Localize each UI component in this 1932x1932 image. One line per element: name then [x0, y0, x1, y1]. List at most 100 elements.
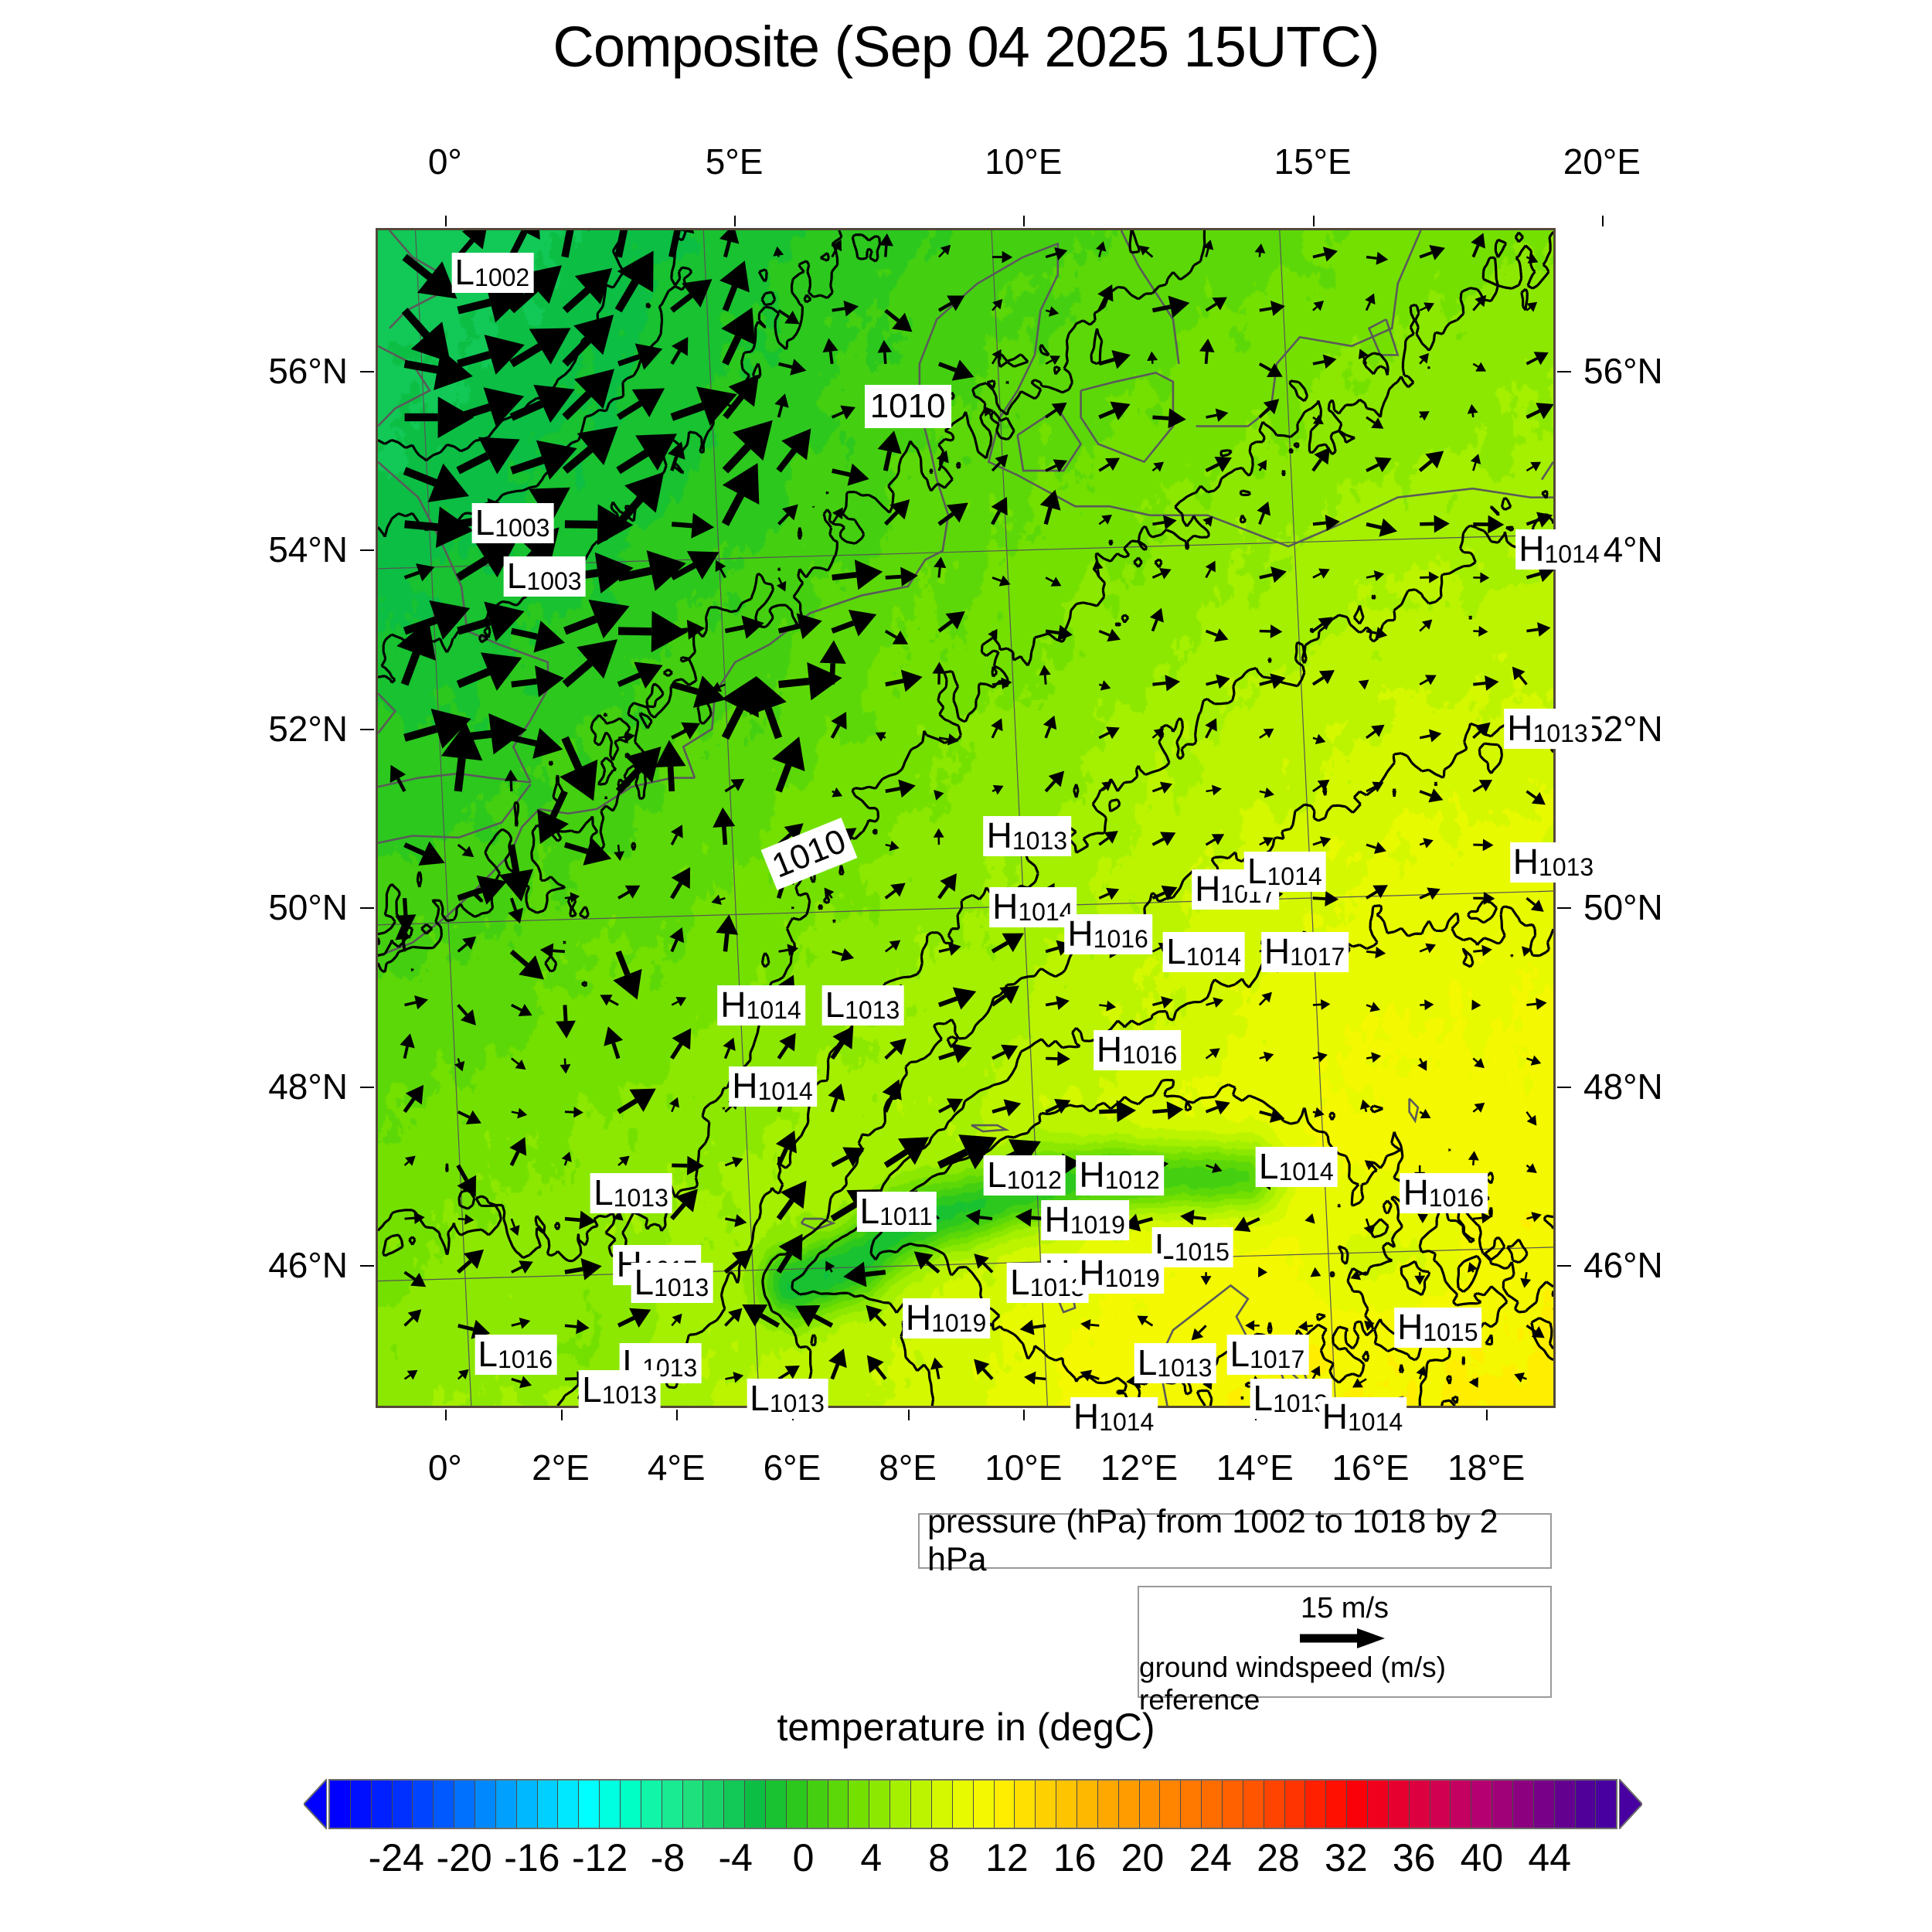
- colorbar-swatch: [1243, 1781, 1264, 1828]
- wind-arrow: [1200, 1272, 1212, 1286]
- wind-arrow: [1259, 837, 1274, 847]
- wind-arrow: [772, 736, 805, 793]
- axis-tick-label: 56°N: [1583, 351, 1663, 392]
- pressure-center-type: L: [582, 1369, 602, 1410]
- wind-arrow: [404, 1212, 425, 1225]
- wind-arrow: [725, 1214, 747, 1227]
- wind-arrow: [1080, 1369, 1100, 1382]
- wind-arrow: [866, 1355, 887, 1380]
- wind-arrow: [670, 1028, 692, 1060]
- wind-arrow: [560, 736, 598, 801]
- wind-arrow: [457, 936, 477, 953]
- wind-arrow: [1366, 251, 1389, 265]
- wind-arrow: [457, 335, 525, 375]
- wind-arrow: [1366, 842, 1386, 854]
- colorbar-swatch: [766, 1781, 787, 1828]
- wind-arrow: [1468, 1151, 1479, 1166]
- wind-arrow: [725, 1372, 744, 1383]
- colorbar-tick-label: 0: [792, 1836, 815, 1879]
- colorbar-swatch: [1077, 1781, 1098, 1828]
- axis-tick-label: 46°N: [1583, 1244, 1663, 1285]
- pressure-center-value: 1011: [879, 1202, 933, 1230]
- wind-arrow: [403, 563, 435, 582]
- wind-arrow: [564, 1319, 590, 1335]
- wind-arrow: [561, 1151, 572, 1166]
- wind-arrow: [1419, 619, 1433, 632]
- wind-arrow: [1471, 999, 1481, 1011]
- wind-arrow: [1019, 1319, 1046, 1335]
- wind-arrow: [1180, 1209, 1206, 1226]
- wind-arrow: [913, 1251, 940, 1274]
- wind-arrow: [992, 1044, 1019, 1060]
- colorbar-swatch: [745, 1781, 767, 1828]
- coastline-path: [378, 783, 532, 845]
- pressure-high-label: H1016: [1064, 913, 1152, 954]
- pressure-center-type: L: [859, 1190, 880, 1231]
- wind-arrow: [1473, 1212, 1492, 1224]
- wind-arrow: [672, 619, 706, 640]
- pressure-center-type: L: [1166, 931, 1186, 972]
- weather-map[interactable]: [376, 228, 1556, 1408]
- pressure-center-type: L: [634, 1262, 655, 1303]
- wind-arrow: [456, 652, 522, 691]
- colorbar-swatch: [890, 1781, 912, 1828]
- wind-arrow: [1137, 1315, 1154, 1327]
- pressure-center-type: L: [506, 556, 527, 597]
- wind-arrow: [742, 1304, 781, 1328]
- wind-arrow: [830, 712, 847, 739]
- wind-arrow: [1311, 617, 1333, 633]
- wind-arrow: [819, 640, 846, 685]
- wind-arrow: [930, 1357, 944, 1379]
- wind-arrow: [670, 336, 689, 366]
- wind-arrow: [1366, 724, 1385, 740]
- colorbar[interactable]: [304, 1779, 1642, 1829]
- wind-arrow: [504, 769, 518, 791]
- pressure-high-label: H1014: [989, 887, 1077, 928]
- wind-arrow: [877, 340, 893, 364]
- wind-arrow: [615, 471, 665, 527]
- wind-arrow: [1358, 349, 1369, 365]
- wind-arrow: [562, 267, 613, 314]
- axis-tick-label: 15°E: [1274, 141, 1352, 182]
- wind-arrow: [1473, 515, 1505, 534]
- wind-arrow: [1312, 568, 1330, 579]
- wind-arrow: [937, 359, 975, 381]
- pressure-center-type: H: [1195, 869, 1221, 910]
- wind-arrow: [1205, 456, 1232, 472]
- wind-arrow: [724, 615, 764, 639]
- wind-arrow: [403, 709, 471, 749]
- pressure-center-value: 1017: [1290, 943, 1345, 971]
- wind-arrow: [1419, 245, 1445, 260]
- wind-arrow: [1526, 1111, 1537, 1126]
- wind-arrow: [937, 1134, 997, 1170]
- colorbar-tick-label: -24: [368, 1836, 424, 1879]
- wind-arrow: [456, 1164, 476, 1197]
- colorbar-swatch: [392, 1781, 413, 1828]
- wind-arrow: [822, 338, 838, 365]
- wind-arrow: [937, 873, 957, 900]
- wind-arrow: [1312, 414, 1324, 425]
- wind-arrow: [1350, 1270, 1367, 1281]
- axis-tick-label: 8°E: [879, 1447, 937, 1488]
- wind-arrow: [830, 1026, 854, 1060]
- colorbar-swatch: [1118, 1781, 1140, 1828]
- wind-arrow: [617, 1155, 630, 1166]
- wind-arrow: [711, 894, 726, 905]
- wind-arrow: [510, 728, 563, 759]
- pressure-center-value: 1013: [1272, 1389, 1328, 1418]
- pressure-center-value: 1014: [1278, 1157, 1334, 1185]
- pressure-center-value: 1014: [1185, 943, 1241, 971]
- wind-arrow: [509, 949, 544, 980]
- wind-arrow: [721, 307, 756, 366]
- wind-arrow: [1080, 1318, 1100, 1331]
- pressure-low-label: L1012: [984, 1155, 1066, 1196]
- wind-arrow: [722, 420, 773, 474]
- pressure-center-value: 1014: [746, 996, 801, 1025]
- wind-arrow: [1099, 1000, 1117, 1012]
- pressure-center-value: 1013: [1012, 826, 1068, 855]
- wind-arrow: [614, 230, 628, 258]
- pressure-legend-text: pressure (hPa) from 1002 to 1018 by 2 hP…: [927, 1503, 1498, 1578]
- wind-arrow: [832, 947, 855, 961]
- wind-arrow: [402, 253, 457, 299]
- wind-arrow: [1259, 787, 1274, 798]
